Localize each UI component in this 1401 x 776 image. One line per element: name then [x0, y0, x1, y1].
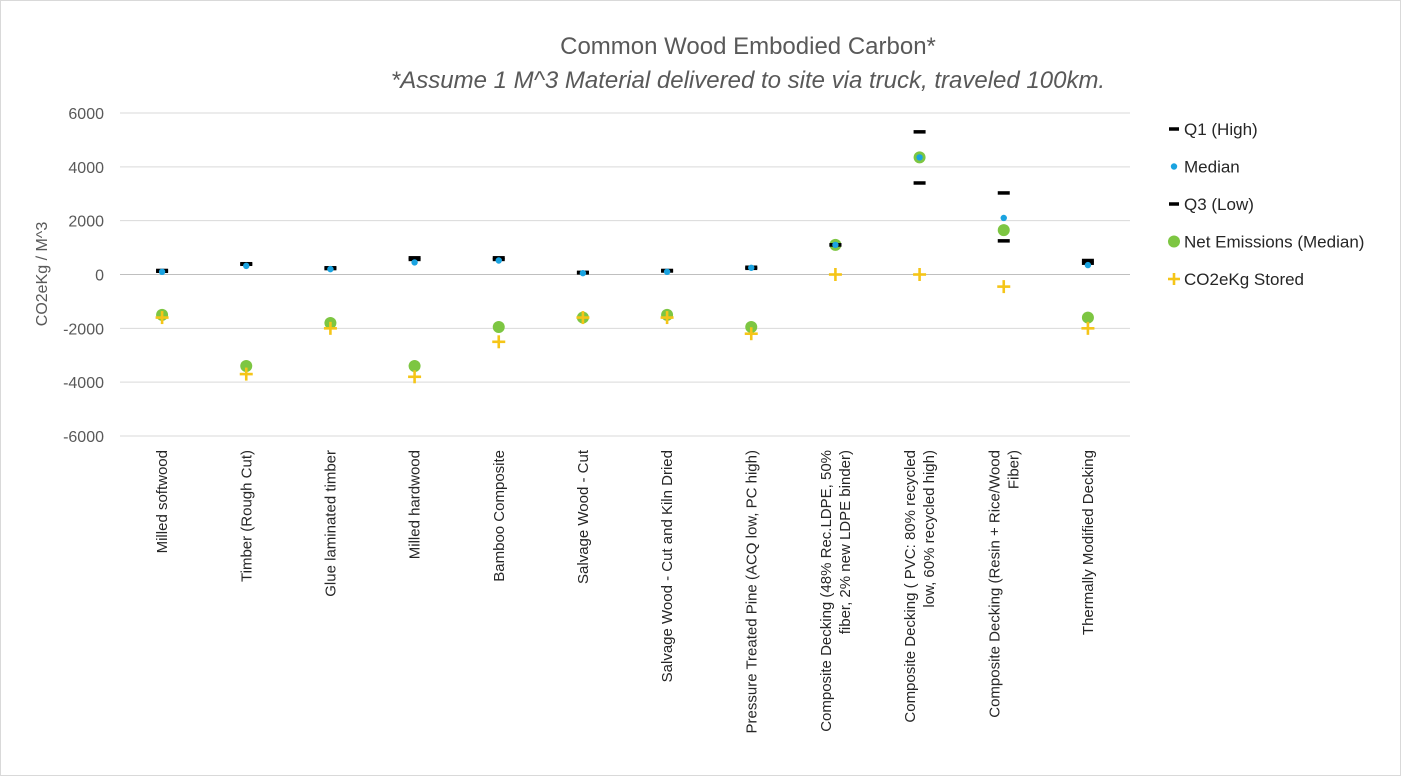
point-3	[492, 320, 505, 333]
point-1	[579, 269, 587, 277]
legend-swatch	[1170, 163, 1178, 170]
point-1	[1000, 214, 1007, 222]
category-label: Composite Decking (48% Rec.LDPE, 50% fibe…	[818, 450, 854, 732]
point-3	[408, 360, 421, 373]
category-label: Bamboo Composite	[491, 450, 508, 582]
legend-label: Q1 (High)	[1184, 120, 1258, 139]
category-label-line: Milled hardwood	[407, 450, 424, 559]
category-label-line: Composite Decking (Resin + Rice/Wood	[986, 450, 1003, 718]
point-4	[239, 367, 253, 381]
chart-subtitle: *Assume 1 M^3 Material delivered to site…	[391, 67, 1105, 94]
category-label-line: low, 60% recycled high)	[921, 450, 938, 608]
category-label-line: Glue laminated timber	[322, 450, 339, 597]
category-label-line: fiber, 2% new LDPE binder)	[837, 450, 854, 634]
category-label-line: Timber (Rough Cut)	[238, 450, 255, 582]
point-4	[155, 311, 169, 325]
point-1	[1084, 261, 1092, 269]
point-1	[411, 259, 418, 266]
category-label: Salvage Wood - Cut	[575, 449, 592, 584]
category-label: Salvage Wood - Cut and Kiln Dried	[659, 450, 676, 682]
legend-label: Median	[1184, 158, 1240, 177]
category-label-line: Salvage Wood - Cut	[575, 449, 592, 584]
point-4	[576, 311, 590, 325]
category-label-line: Fiber)	[1005, 450, 1022, 489]
legend-item: Net Emissions (Median)	[1168, 233, 1364, 252]
category-label-line: Composite Decking (48% Rec.LDPE, 50%	[818, 450, 835, 732]
legend-item: CO2eKg Stored	[1168, 270, 1304, 289]
y-tick-label: -2000	[63, 321, 104, 338]
category-label: Thermally Modified Decking	[1080, 450, 1097, 635]
category-label: Composite Decking (Resin + Rice/Wood Fibe…	[986, 450, 1022, 718]
category-label-line: Salvage Wood - Cut and Kiln Dried	[659, 450, 676, 682]
legend-label: Net Emissions (Median)	[1184, 233, 1364, 252]
point-1	[663, 268, 671, 276]
y-tick-label: -4000	[63, 375, 104, 392]
point-1	[158, 268, 166, 276]
point-4	[744, 327, 758, 341]
category-label: Timber (Rough Cut)	[238, 450, 255, 582]
category-label-line: Composite Decking ( PVC: 80% recycled	[902, 450, 919, 723]
category-label: Pressure Treated Pine (ACQ low, PC high)	[743, 450, 760, 733]
legend-label: CO2eKg Stored	[1184, 270, 1304, 289]
point-4	[660, 311, 674, 325]
category-label-line: Pressure Treated Pine (ACQ low, PC high)	[743, 450, 760, 733]
point-3	[997, 224, 1010, 237]
data-marks	[155, 130, 1095, 384]
point-1	[748, 264, 755, 271]
point-3	[745, 320, 758, 333]
point-1	[832, 241, 839, 249]
y-axis-label: CO2eKg / M^3	[34, 222, 51, 327]
category-label: Glue laminated timber	[322, 450, 339, 597]
chart-title: Common Wood Embodied Carbon*	[560, 33, 936, 60]
legend-item: Q3 (Low)	[1169, 195, 1254, 214]
legend-label: Q3 (Low)	[1184, 195, 1254, 214]
point-1	[243, 262, 250, 270]
y-tick-label: 6000	[68, 106, 104, 123]
category-label: Milled hardwood	[407, 450, 424, 559]
legend-swatch	[1168, 235, 1180, 248]
category-label-line: Bamboo Composite	[491, 450, 508, 582]
legend: Q1 (High) Median Q3 (Low) Net Emissions (Me…	[1168, 120, 1364, 289]
point-4	[828, 268, 842, 281]
y-tick-label: -6000	[63, 429, 104, 446]
y-tick-label: 0	[95, 268, 104, 285]
point-4	[492, 335, 506, 349]
point-4	[323, 321, 337, 335]
category-labels: Milled softwood Timber (Rough Cut) Glue la…	[154, 449, 1097, 733]
y-tick-labels: 6000 4000 2000 0 -2000 -4000 -6000	[63, 106, 104, 446]
legend-item: Median	[1170, 158, 1240, 177]
point-4	[997, 280, 1011, 294]
y-tick-label: 2000	[68, 214, 104, 231]
y-tick-label: 4000	[68, 160, 104, 177]
grid-layer	[120, 112, 1130, 437]
point-4	[1081, 321, 1095, 335]
point-1	[495, 257, 502, 264]
category-label: Milled softwood	[154, 450, 171, 553]
point-4	[408, 370, 422, 384]
point-4	[913, 268, 927, 281]
point-3	[1081, 311, 1094, 324]
point-1	[916, 154, 923, 161]
category-label: Composite Decking ( PVC: 80% recycled low…	[902, 450, 938, 723]
category-label-line: Thermally Modified Decking	[1080, 450, 1097, 635]
point-3	[240, 360, 253, 373]
legend-item: Q1 (High)	[1169, 120, 1258, 139]
category-label-line: Milled softwood	[154, 450, 171, 553]
point-1	[327, 265, 334, 273]
